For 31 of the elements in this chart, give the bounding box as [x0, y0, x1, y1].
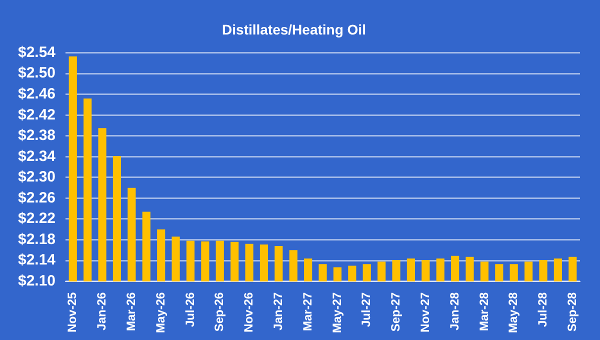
x-tick-label: Jul-28 [536, 292, 550, 327]
x-tick-label: Jan-28 [447, 292, 462, 330]
x-tick-label: May-28 [506, 292, 520, 333]
y-tick-label: $2.54 [18, 44, 56, 61]
x-tick-label: May-26 [153, 292, 168, 333]
x-tick-label: Mar-26 [124, 292, 138, 331]
y-tick-label: $2.38 [18, 127, 56, 144]
y-tick-label: $2.50 [18, 64, 56, 82]
y-tick-label: $2.10 [18, 272, 56, 290]
x-tick-label: Sep-27 [388, 292, 403, 332]
x-tick-label: Sep-26 [212, 292, 226, 332]
chart-title: Distillates/Heating Oil [222, 21, 366, 38]
y-tick-label: $2.14 [18, 252, 56, 269]
x-tick-label: Sep-28 [564, 292, 579, 332]
y-tick-label: $2.42 [18, 106, 56, 124]
x-tick-label: Nov-26 [242, 292, 256, 332]
x-tick-label: Jul-27 [359, 292, 374, 327]
y-tick-label: $2.26 [18, 189, 56, 206]
y-tick-label: $2.34 [18, 148, 56, 165]
y-tick-label: $2.46 [18, 85, 56, 102]
y-tick-label: $2.22 [18, 210, 56, 228]
x-tick-label: Mar-28 [476, 292, 491, 331]
x-tick-label: Mar-27 [300, 292, 314, 331]
x-tick-label: Nov-27 [418, 292, 432, 332]
y-tick-label: $2.18 [18, 230, 56, 248]
x-tick-label: Jul-26 [182, 292, 197, 327]
x-tick-label: Jan-27 [270, 292, 285, 330]
x-tick-label: Jan-26 [94, 292, 109, 330]
y-tick-label: $2.30 [18, 168, 56, 186]
x-tick-label: May-27 [330, 292, 344, 333]
x-tick-label: Nov-25 [65, 292, 80, 332]
